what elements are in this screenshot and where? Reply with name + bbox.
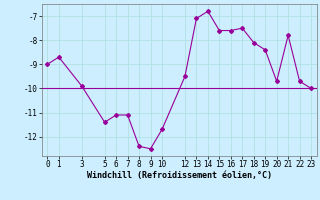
X-axis label: Windchill (Refroidissement éolien,°C): Windchill (Refroidissement éolien,°C) — [87, 171, 272, 180]
